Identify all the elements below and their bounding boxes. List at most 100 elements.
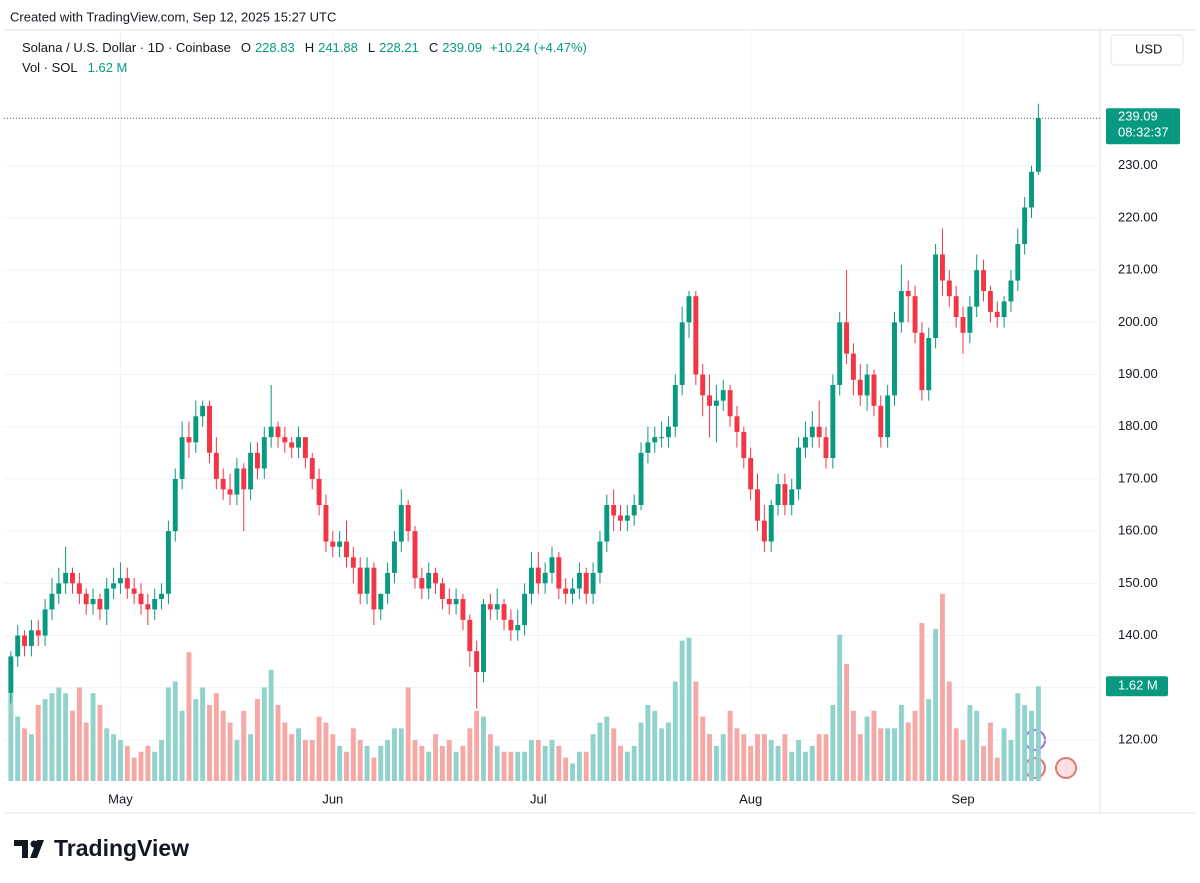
candle-body [556, 557, 562, 589]
candle-body [1001, 301, 1007, 318]
candle-body [659, 437, 665, 439]
candle-body [823, 437, 829, 459]
candle-body [775, 484, 781, 506]
candle-body [624, 515, 630, 521]
y-tick-label: 220.00 [1118, 209, 1158, 224]
candle-body [63, 572, 69, 584]
volume-bar [809, 745, 815, 781]
volume-bar [994, 757, 1000, 781]
candle-body [405, 505, 411, 532]
currency-button[interactable]: USD [1110, 34, 1184, 66]
candle-body [611, 505, 617, 516]
volume-bar [898, 704, 904, 781]
candle-body [1015, 244, 1021, 281]
candle-body [289, 442, 295, 448]
candle-body [501, 604, 507, 620]
candle-body [419, 578, 425, 589]
volume-bar [946, 681, 952, 781]
volume-bar [241, 710, 247, 781]
candle-body [734, 416, 740, 432]
x-tick-label: Aug [739, 791, 762, 806]
volume-bar [104, 728, 110, 781]
volume-bar [672, 681, 678, 781]
volume-bar [234, 740, 240, 781]
candle-body [323, 505, 329, 542]
candle-body [83, 593, 89, 605]
volume-bar [97, 704, 103, 781]
candle-body [8, 656, 14, 693]
candle-body [398, 505, 404, 542]
volume-bar [933, 628, 939, 781]
candle-body [604, 505, 610, 542]
x-tick-label: Jun [322, 791, 343, 806]
candle-body [282, 437, 288, 443]
volume-bar [474, 710, 480, 781]
volume-bar [309, 740, 315, 781]
candle-body [1022, 207, 1028, 245]
volume-bar [1029, 710, 1034, 781]
volume-bar [302, 740, 308, 781]
candle-body [796, 447, 802, 490]
y-tick-label: 180.00 [1118, 418, 1158, 433]
volume-bar [686, 637, 692, 781]
volume-bar [248, 734, 254, 781]
candle-body [590, 572, 596, 594]
candle-body [576, 572, 582, 589]
event-icon[interactable] [1024, 757, 1046, 779]
candle-body [433, 572, 439, 584]
candle-body [70, 572, 75, 584]
candle-body [193, 416, 199, 443]
volume-bar [563, 757, 569, 781]
volume-bar [398, 728, 404, 781]
volume-bar [337, 745, 343, 781]
volume-value: 1.62 M [87, 60, 128, 75]
candle-body [768, 505, 774, 542]
candle-body [693, 296, 699, 375]
volume-bar [926, 699, 932, 781]
volume-bar [117, 740, 123, 781]
candle-body [124, 578, 130, 589]
volume-bar [179, 710, 185, 781]
symbol-title: Solana / U.S. Dollar · 1D · Coinbase [22, 40, 231, 55]
volume-bar [172, 681, 178, 781]
candle-body [275, 426, 281, 438]
candle-body [330, 541, 336, 547]
candle-body [104, 588, 110, 610]
volume-bar [453, 751, 459, 781]
candle-body [953, 296, 959, 318]
event-icon[interactable] [1055, 757, 1077, 779]
volume-bar [981, 745, 987, 781]
volume-bar [1008, 740, 1014, 781]
candle-body [515, 625, 521, 631]
volume-bar [412, 740, 418, 781]
currency[interactable]: USD [1135, 41, 1162, 56]
candle-body [337, 541, 343, 547]
candle-body [905, 291, 911, 297]
candle-body [35, 630, 41, 636]
candle-body [850, 353, 856, 380]
candle-body [460, 598, 466, 620]
candle-body [542, 572, 548, 584]
volume-bar [357, 740, 363, 781]
volume-bar [871, 710, 877, 781]
candle-body [186, 437, 192, 443]
volume-bar [344, 751, 349, 781]
caption: Created with TradingView.com, Sep 12, 20… [10, 9, 336, 24]
volume-bar [631, 745, 637, 781]
candle-body [357, 567, 363, 594]
volume-bar [111, 734, 117, 781]
volume-bar [378, 745, 384, 781]
currency-box[interactable] [1110, 34, 1184, 66]
volume-bar [49, 693, 55, 781]
volume-bar [426, 751, 432, 781]
volume-bar [830, 704, 836, 781]
x-tick-label: May [108, 791, 133, 806]
volume-bar [145, 745, 151, 781]
candle-body [549, 557, 555, 573]
candle-body [583, 572, 589, 594]
candle-body [960, 317, 966, 333]
volume-bar [604, 716, 610, 781]
volume-bar [22, 728, 28, 781]
volume-bar [939, 593, 945, 781]
volume-bar [638, 722, 644, 781]
